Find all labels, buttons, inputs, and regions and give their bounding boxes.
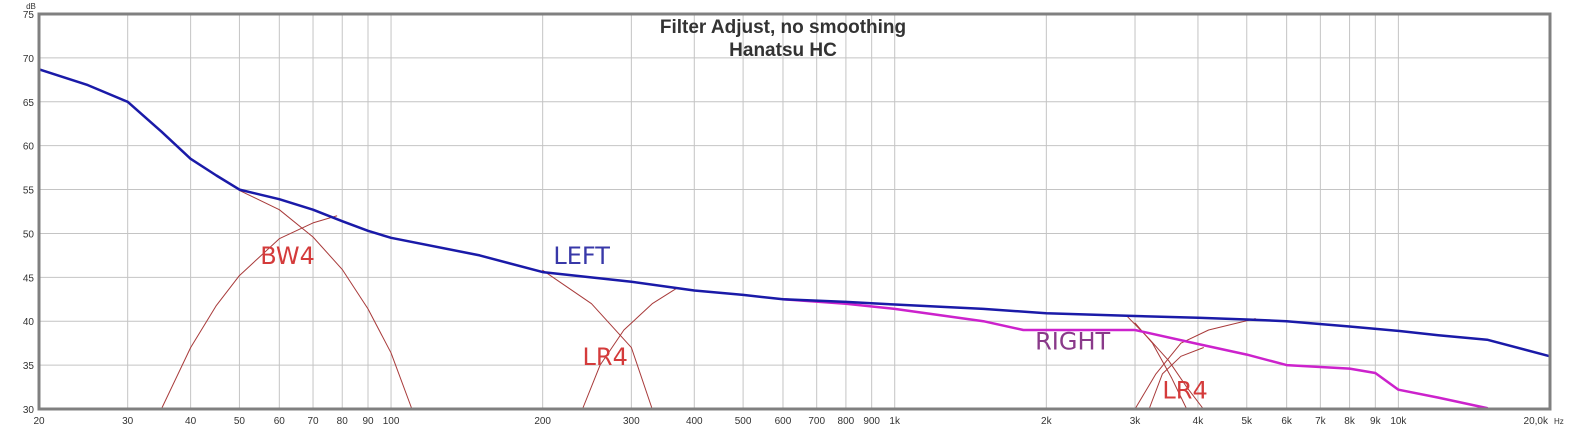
y-tick-label: 65 [23,98,35,109]
series-bw4-highpass [160,215,338,410]
x-tick-label: 6k [1281,416,1293,427]
y-tick-label: 70 [23,54,35,65]
x-tick-label: 20 [33,416,45,427]
annotation-label: LR4 [583,343,628,371]
x-tick-label: 200 [534,416,551,427]
y-tick-label: 75 [23,10,35,21]
x-tick-label: 30 [122,416,134,427]
series-lr4-highpass-2 [1134,318,1256,410]
series-left [37,68,1552,358]
x-tick-label: 80 [337,416,349,427]
x-tick-label: 700 [808,416,825,427]
y-tick-label: 50 [23,229,35,240]
x-tick-label: 70 [307,416,319,427]
x-tick-label: 900 [863,416,880,427]
x-tick-label: 300 [623,416,640,427]
series-lr4-highpass-1 [582,287,678,410]
x-tick-label: 90 [362,416,374,427]
x-tick-label: 7k [1315,416,1327,427]
x-tick-label: 20,0k [1524,416,1549,427]
x-tick-label: 2k [1041,416,1053,427]
series-layer [37,68,1552,410]
x-tick-label: 9k [1370,416,1382,427]
plot-background [39,14,1550,409]
series-bw4-lowpass [238,189,413,410]
x-tick-label: 5k [1241,416,1253,427]
x-tick-label: 600 [775,416,792,427]
y-tick-label: 30 [23,405,35,416]
x-tick-label: 60 [274,416,286,427]
tick-labels: 20 30 40 50 60 70 80 90 100 200 300 400 500 600 700 800… [23,10,1549,427]
x-tick-label: 40 [185,416,197,427]
x-tick-label: 50 [234,416,246,427]
annotation-label: LR4 [1162,376,1207,404]
x-tick-label: 8k [1344,416,1356,427]
x-tick-label: 1k [889,416,901,427]
x-tick-label: 800 [838,416,855,427]
plot-border [37,12,1552,411]
x-tick-label: 10k [1390,416,1407,427]
y-tick-label: 40 [23,317,35,328]
series-right [781,298,1489,410]
x-tick-label: 3k [1130,416,1142,427]
x-tick-label: 4k [1193,416,1205,427]
y-axis-unit: dB [26,2,36,11]
y-tick-label: 35 [23,361,35,372]
x-tick-label: 400 [686,416,703,427]
annotations: BW4 LEFT LR4 RIGHT LR4 [260,242,1207,404]
chart-title: Filter Adjust, no smoothing [660,17,906,38]
annotation-label: LEFT [553,242,610,270]
series-lr4-highpass-3 [1148,347,1204,410]
y-tick-label: 55 [23,186,35,197]
y-tick-label: 60 [23,142,35,153]
y-tick-label: 45 [23,273,35,284]
x-axis-unit: Hz [1554,417,1564,426]
series-lr4-lowpass-1 [542,269,653,410]
annotation-label: RIGHT [1035,327,1110,355]
x-tick-label: 100 [383,416,400,427]
annotation-label: BW4 [260,242,315,270]
x-tick-label: 500 [735,416,752,427]
chart-subtitle: Hanatsu HC [729,40,837,61]
